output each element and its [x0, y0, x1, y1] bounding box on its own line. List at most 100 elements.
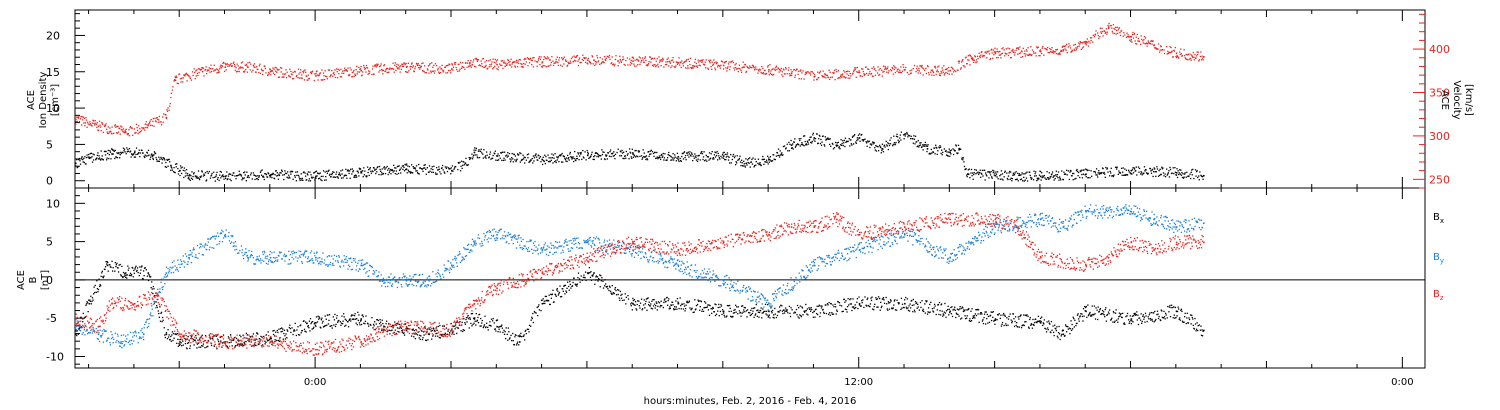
density-point [1189, 173, 1191, 175]
velocity-point [371, 73, 373, 76]
density-point [537, 159, 539, 161]
velocity-point [399, 71, 401, 73]
bx-point [234, 346, 236, 348]
bx-point [415, 333, 418, 335]
bx-point [336, 314, 338, 317]
velocity-point [419, 68, 421, 70]
velocity-point [241, 66, 243, 69]
velocity-point [352, 71, 355, 73]
density-point [1041, 172, 1043, 174]
bx-point [597, 277, 600, 280]
velocity-point [1143, 35, 1146, 38]
velocity-point [117, 125, 119, 128]
density-point [893, 135, 895, 137]
velocity-point [620, 60, 622, 62]
density-point [717, 159, 719, 161]
density-point [783, 145, 786, 147]
density-point [837, 141, 840, 144]
bx-point [176, 342, 178, 345]
density-point [1055, 170, 1057, 172]
bx-point [293, 329, 295, 331]
velocity-point [170, 96, 172, 99]
bx-point [243, 341, 245, 344]
velocity-point [461, 65, 463, 68]
velocity-point [1193, 59, 1196, 61]
density-point [266, 176, 269, 178]
velocity-point [243, 71, 245, 73]
density-point [509, 161, 512, 163]
bx-point [143, 274, 145, 277]
velocity-point [979, 56, 981, 59]
density-point [1164, 173, 1166, 175]
density-point [1169, 166, 1171, 169]
density-point [1156, 166, 1158, 168]
density-point [113, 150, 115, 153]
velocity-point [477, 58, 480, 61]
bx-point [177, 338, 179, 341]
velocity-point [499, 63, 501, 65]
velocity-point [610, 62, 612, 65]
bx-point [659, 304, 662, 307]
velocity-point [780, 70, 782, 72]
velocity-point [524, 58, 526, 60]
density-point [862, 140, 865, 142]
bx-point [207, 345, 209, 347]
bx-point [139, 266, 141, 268]
velocity-point [971, 57, 974, 60]
velocity-point [150, 118, 152, 121]
velocity-point [722, 64, 725, 67]
density-point [630, 156, 632, 158]
velocity-point [1107, 24, 1109, 27]
velocity-point [1018, 52, 1021, 55]
velocity-point [168, 109, 170, 111]
density-point [168, 158, 170, 161]
density-point [582, 149, 584, 152]
bx-point [544, 302, 546, 305]
density-point [1110, 172, 1112, 174]
density-point [1060, 179, 1062, 181]
density-point [898, 140, 900, 143]
velocity-point [730, 61, 732, 63]
bx-point [617, 293, 619, 296]
density-point [597, 156, 600, 158]
velocity-point [329, 74, 332, 77]
velocity-point [1053, 51, 1055, 53]
density-point [787, 150, 789, 152]
density-point [649, 150, 651, 152]
velocity-point [97, 129, 100, 132]
velocity-point [1056, 48, 1059, 51]
density-point [1112, 175, 1115, 178]
density-point [635, 149, 637, 152]
velocity-point [149, 120, 151, 122]
bx-point [333, 324, 335, 326]
density-point [436, 173, 438, 175]
density-point [100, 150, 102, 152]
velocity-point [202, 67, 205, 69]
velocity-point [1009, 51, 1011, 54]
bx-point [292, 333, 294, 336]
density-point [212, 176, 214, 179]
density-point [360, 171, 362, 173]
density-point [842, 144, 844, 147]
velocity-point [1186, 58, 1188, 61]
density-point [450, 173, 452, 175]
velocity-point [549, 59, 551, 61]
bx-point [650, 307, 652, 309]
velocity-point [385, 67, 388, 70]
density-point [855, 141, 857, 143]
bx-point [276, 339, 278, 342]
bx-point [413, 336, 415, 338]
velocity-point [434, 63, 437, 65]
bx-point [424, 327, 426, 329]
density-point [490, 158, 492, 160]
density-point [1009, 178, 1011, 181]
bx-point [94, 291, 96, 294]
bx-point [244, 340, 246, 343]
density-point [403, 170, 406, 172]
bx-point [276, 329, 278, 332]
velocity-point [832, 71, 834, 74]
velocity-point [1092, 41, 1094, 43]
velocity-point [577, 60, 579, 62]
bx-point [592, 274, 594, 276]
density-point [80, 157, 83, 159]
